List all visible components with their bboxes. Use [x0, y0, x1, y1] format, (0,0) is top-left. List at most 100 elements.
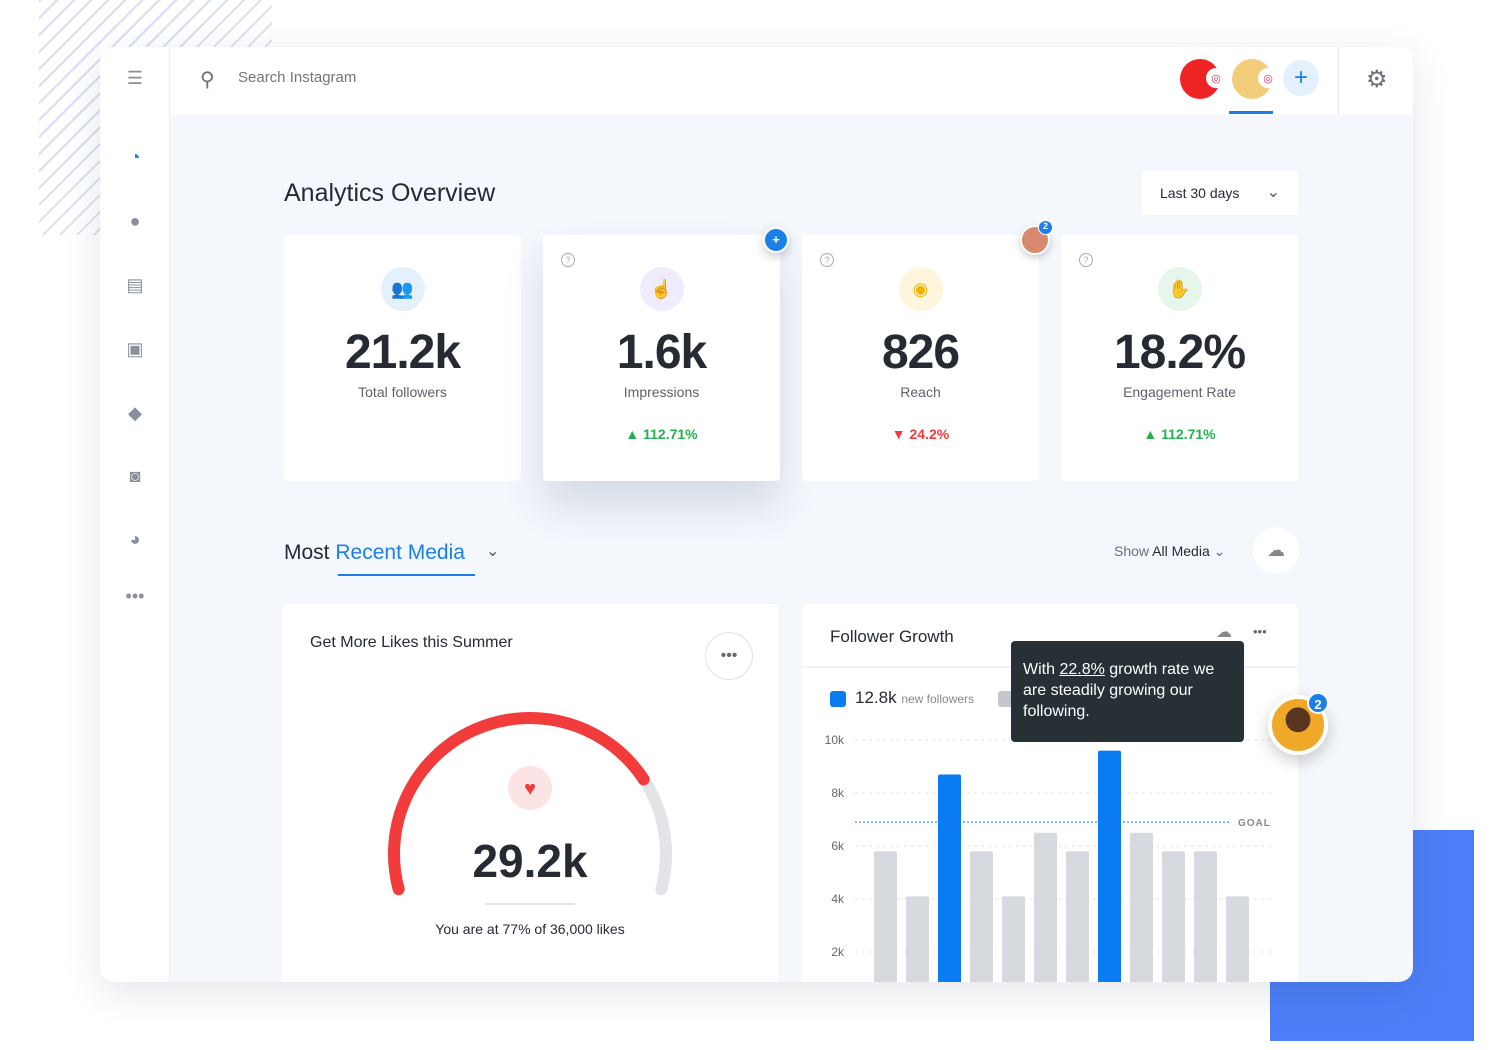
divider: [1338, 47, 1339, 115]
gauge-value: 29.2k: [472, 835, 588, 887]
tap-icon: ☝: [639, 267, 684, 311]
reach-user-avatar[interactable]: [1020, 225, 1050, 255]
y-tick-label: 10k: [825, 733, 845, 747]
section-title: Most Recent Media: [284, 541, 465, 565]
bar: [1130, 832, 1153, 982]
stat-value: 21.2k: [344, 326, 461, 379]
bar: [1194, 851, 1217, 982]
stat-change: ▲ 112.71%: [1143, 426, 1216, 442]
stat-value: 1.6k: [616, 326, 707, 379]
legend-swatch-2: [998, 691, 1014, 707]
section-title-prefix: Most: [284, 541, 330, 564]
y-tick-label: 4k: [831, 892, 845, 906]
legend-swatch: [830, 691, 846, 707]
legend-label: new followers: [901, 692, 975, 706]
bar: [1098, 750, 1121, 982]
more-icon[interactable]: •••: [125, 585, 145, 606]
help-icon[interactable]: ?: [1079, 253, 1093, 267]
stat-label: Engagement Rate: [1123, 384, 1236, 400]
more-options-icon[interactable]: •••: [1253, 624, 1267, 639]
users-icon: 👥: [380, 267, 425, 311]
help-icon[interactable]: ?: [820, 253, 834, 267]
gauge-panel-title: Get More Likes this Summer: [310, 634, 513, 651]
stat-label: Reach: [900, 384, 941, 400]
legend-value: 12.8k: [855, 688, 897, 707]
bar: [1162, 851, 1185, 982]
coin-icon: ◉: [898, 267, 943, 311]
section-title-highlight[interactable]: Recent Media: [335, 541, 465, 564]
growth-tooltip: With 22.8% growth rate we are steadily g…: [1011, 641, 1244, 742]
date-range-value: Last 30 days: [1160, 185, 1240, 201]
stat-card[interactable]: 👥 21.2k Total followers: [284, 235, 521, 481]
cloud-download-button[interactable]: ☁: [1253, 527, 1299, 573]
goal-label: GOAL: [1238, 818, 1271, 829]
cloud-download-icon[interactable]: ☁: [1216, 624, 1232, 641]
app-window: ☰ ◔ ● ▤ ▣ ◆ ◙ ◕ ••• ⚲ ◎ ◎ + ⚙ Analytics …: [100, 47, 1413, 982]
chevron-down-icon: ⌄: [1213, 543, 1226, 559]
instagram-badge-icon: ◎: [1258, 68, 1278, 88]
chevron-down-icon: ⌄: [1266, 184, 1280, 201]
stat-change: ▲ 112.71%: [625, 426, 698, 442]
stat-card[interactable]: ? ☝ 1.6k Impressions ▲ 112.71%: [543, 235, 780, 481]
search-icon: ⚲: [200, 69, 215, 91]
bar: [1226, 896, 1249, 982]
notification-badge: 2: [1307, 692, 1329, 714]
sidebar: ☰ ◔ ● ▤ ▣ ◆ ◙ ◕ •••: [100, 47, 170, 982]
y-tick-label: 8k: [831, 786, 845, 800]
date-range-select[interactable]: Last 30 days ⌄: [1142, 171, 1298, 215]
analytics-icon[interactable]: ◔: [129, 146, 141, 167]
follower-growth-chart: 2k 4k 6k 8k 10k GOAL: [825, 733, 1272, 982]
growth-panel-title: Follower Growth: [830, 627, 954, 646]
search-input[interactable]: [238, 69, 538, 86]
gauge-caption: You are at 77% of 36,000 likes: [435, 921, 625, 937]
likes-gauge: ♥: [388, 712, 672, 905]
add-comment-icon[interactable]: +: [763, 227, 789, 253]
tooltip-text: growth rate we are steadily growing our …: [1023, 661, 1215, 720]
apps-icon[interactable]: ◆: [128, 402, 142, 423]
filter-prefix: Show: [1114, 543, 1150, 559]
bar: [1066, 851, 1089, 982]
document-icon[interactable]: ▤: [126, 274, 144, 295]
hand-icon: ✋: [1157, 267, 1202, 311]
media-filter-select[interactable]: Show All Media ⌄: [1114, 543, 1225, 560]
heart-icon: ♥: [524, 778, 536, 800]
compass-icon[interactable]: ◕: [129, 528, 141, 549]
stat-label: Impressions: [623, 384, 700, 400]
topbar: ⚲ ◎ ◎ + ⚙: [170, 47, 1413, 115]
stat-card[interactable]: ? ✋ 18.2% Engagement Rate ▲ 112.71%: [1061, 235, 1298, 481]
bar: [1002, 896, 1025, 982]
filter-value: All Media: [1152, 543, 1210, 559]
instagram-badge-icon: ◎: [1206, 68, 1226, 88]
stat-card[interactable]: ? ◉ 826 Reach ▼ 24.2%: [802, 235, 1039, 481]
chat-icon[interactable]: ●: [129, 210, 141, 231]
notification-badge: 2: [1038, 220, 1053, 235]
gauge-progress: [388, 712, 650, 896]
add-account-button[interactable]: +: [1283, 60, 1319, 96]
page-title: Analytics Overview: [284, 179, 496, 207]
calendar-icon[interactable]: ▣: [126, 338, 144, 359]
bar: [874, 851, 897, 982]
bar: [938, 774, 961, 982]
gauge-panel: Get More Likes this Summer ••• ♥ 29.2k Y…: [282, 604, 778, 982]
bar: [970, 851, 993, 982]
stat-label: Total followers: [358, 384, 447, 400]
legend-item: 12.8k new followers: [855, 688, 974, 708]
tooltip-text: With: [1023, 661, 1055, 678]
bar: [906, 896, 929, 982]
section-underline: [338, 574, 475, 576]
bar: [1034, 832, 1057, 982]
menu-icon[interactable]: ☰: [126, 67, 144, 88]
instagram-icon[interactable]: ◙: [129, 465, 141, 486]
stat-change: ▼ 24.2%: [891, 426, 950, 442]
stat-value: 18.2%: [1113, 326, 1246, 379]
active-account-indicator: [1229, 111, 1273, 114]
heart-icon-bg: [508, 766, 552, 810]
stat-value: 826: [881, 326, 960, 379]
y-tick-label: 2k: [831, 945, 845, 959]
chevron-down-icon[interactable]: ⌄: [486, 543, 500, 560]
y-tick-label: 6k: [831, 839, 845, 853]
gear-icon[interactable]: ⚙: [1366, 66, 1388, 93]
help-icon[interactable]: ?: [561, 253, 575, 267]
more-options-button[interactable]: •••: [705, 632, 753, 680]
tooltip-highlight: 22.8%: [1059, 661, 1105, 678]
